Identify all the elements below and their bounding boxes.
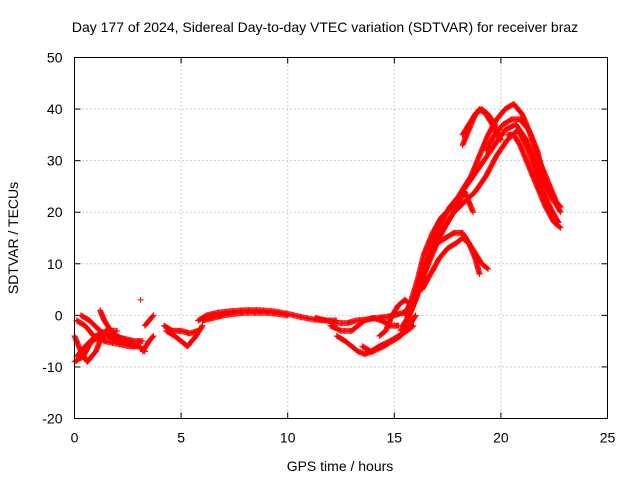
data-point [198,323,205,330]
series-arc-10 [161,322,202,337]
series-arc-07 [139,332,157,355]
x-tick-label: 0 [71,430,79,446]
outlier-point [137,296,144,303]
series-arc-08 [141,312,157,329]
data-point [284,312,291,319]
series-arc-12 [199,309,291,324]
data-point [150,312,157,319]
series-arc-14 [327,314,402,334]
data-point [410,322,417,329]
series-arc-06 [77,312,148,355]
series-arc-26 [504,131,564,231]
grid [74,57,608,419]
data-point [557,208,564,215]
data-point [476,271,483,278]
data-point [556,223,563,230]
y-tick-label: 10 [47,256,63,272]
x-tick-label: 25 [600,430,616,446]
data-point [484,265,491,272]
y-tick-label: 50 [47,50,63,66]
data-point [150,332,157,339]
data-point [195,327,202,334]
x-axis-label: GPS time / hours [287,458,394,474]
series-arc-27 [482,116,564,216]
y-tick-label: -10 [42,359,62,375]
data-point [557,209,564,216]
data-point [139,338,146,345]
x-tick-label: 15 [387,430,403,446]
chart-title: Day 177 of 2024, Sidereal Day-to-day VTE… [72,19,578,35]
axis-ticks [74,57,608,419]
data-point [412,312,419,319]
data-point [485,265,492,272]
series-arc-23 [419,235,492,293]
data-markers [71,100,564,365]
data-point [114,327,121,334]
y-tick-label: 30 [47,153,63,169]
x-tick-label: 5 [177,430,185,446]
y-tick-label: 0 [55,307,63,323]
series-arc-25 [459,106,504,144]
data-point [149,333,156,340]
data-point [149,313,156,320]
data-point [557,224,564,231]
data-point [470,209,477,216]
y-tick-label: 40 [47,101,63,117]
x-tick-label: 20 [493,430,509,446]
x-tick-label: 10 [280,430,296,446]
data-point [199,322,206,329]
data-point [497,137,504,144]
y-tick-label: 20 [47,204,63,220]
y-tick-labels: -20 -10 0 10 20 30 40 50 [42,50,62,427]
y-tick-label: -20 [42,411,62,427]
y-axis-label: SDTVAR / TECUs [5,182,21,294]
x-tick-labels: 0 5 10 15 20 25 [71,430,616,446]
data-point [412,313,419,320]
plot-frame [74,57,608,419]
data-point [409,323,416,330]
